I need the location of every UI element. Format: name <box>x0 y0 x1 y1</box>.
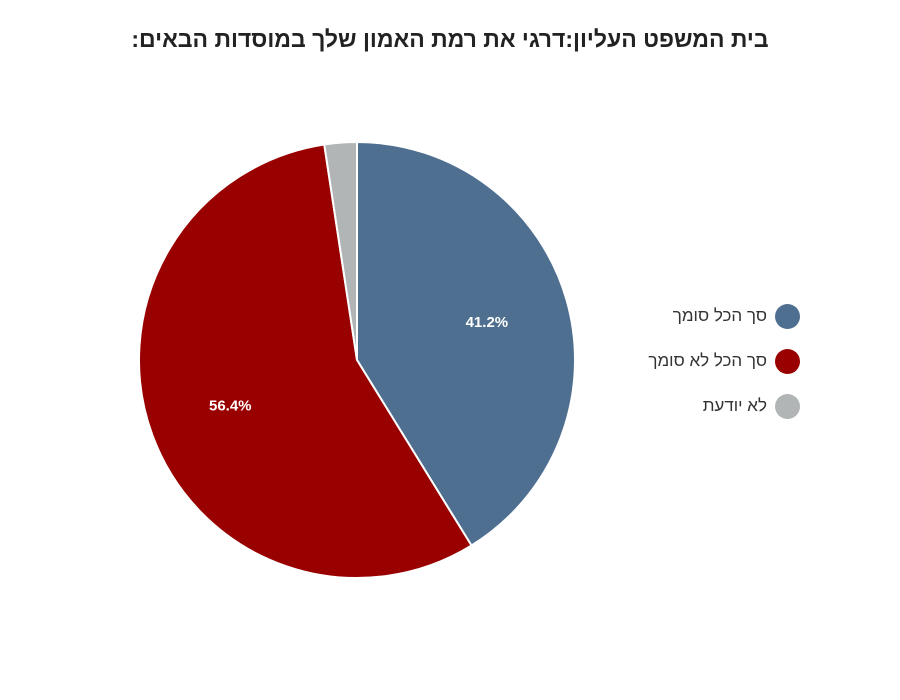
legend-item-1: סך הכל לא סומך <box>600 343 800 379</box>
legend-swatch-0 <box>775 303 800 329</box>
legend-swatch-2 <box>775 393 800 419</box>
legend-item-0: סך הכל סומך <box>600 298 800 334</box>
pie-slice-0 <box>356 140 576 547</box>
data-label-0: 41.2% <box>466 314 509 331</box>
legend-item-2: לא יודעת <box>600 388 800 424</box>
chart-title: בית המשפט העליון:דרגי את רמת האמון שלך ב… <box>131 26 769 52</box>
chart-legend: סך הכל סומך סך הכל לא סומך לא יודעת <box>600 298 800 433</box>
legend-label-2: לא יודעת <box>702 396 767 415</box>
legend-swatch-1 <box>775 348 800 374</box>
legend-label-0: סך הכל סומך <box>672 306 767 325</box>
data-label-1: 56.4% <box>209 397 252 414</box>
pie-slice-2 <box>323 140 358 361</box>
legend-label-1: סך הכל לא סומך <box>648 351 767 370</box>
pie-slice-1 <box>138 143 473 579</box>
